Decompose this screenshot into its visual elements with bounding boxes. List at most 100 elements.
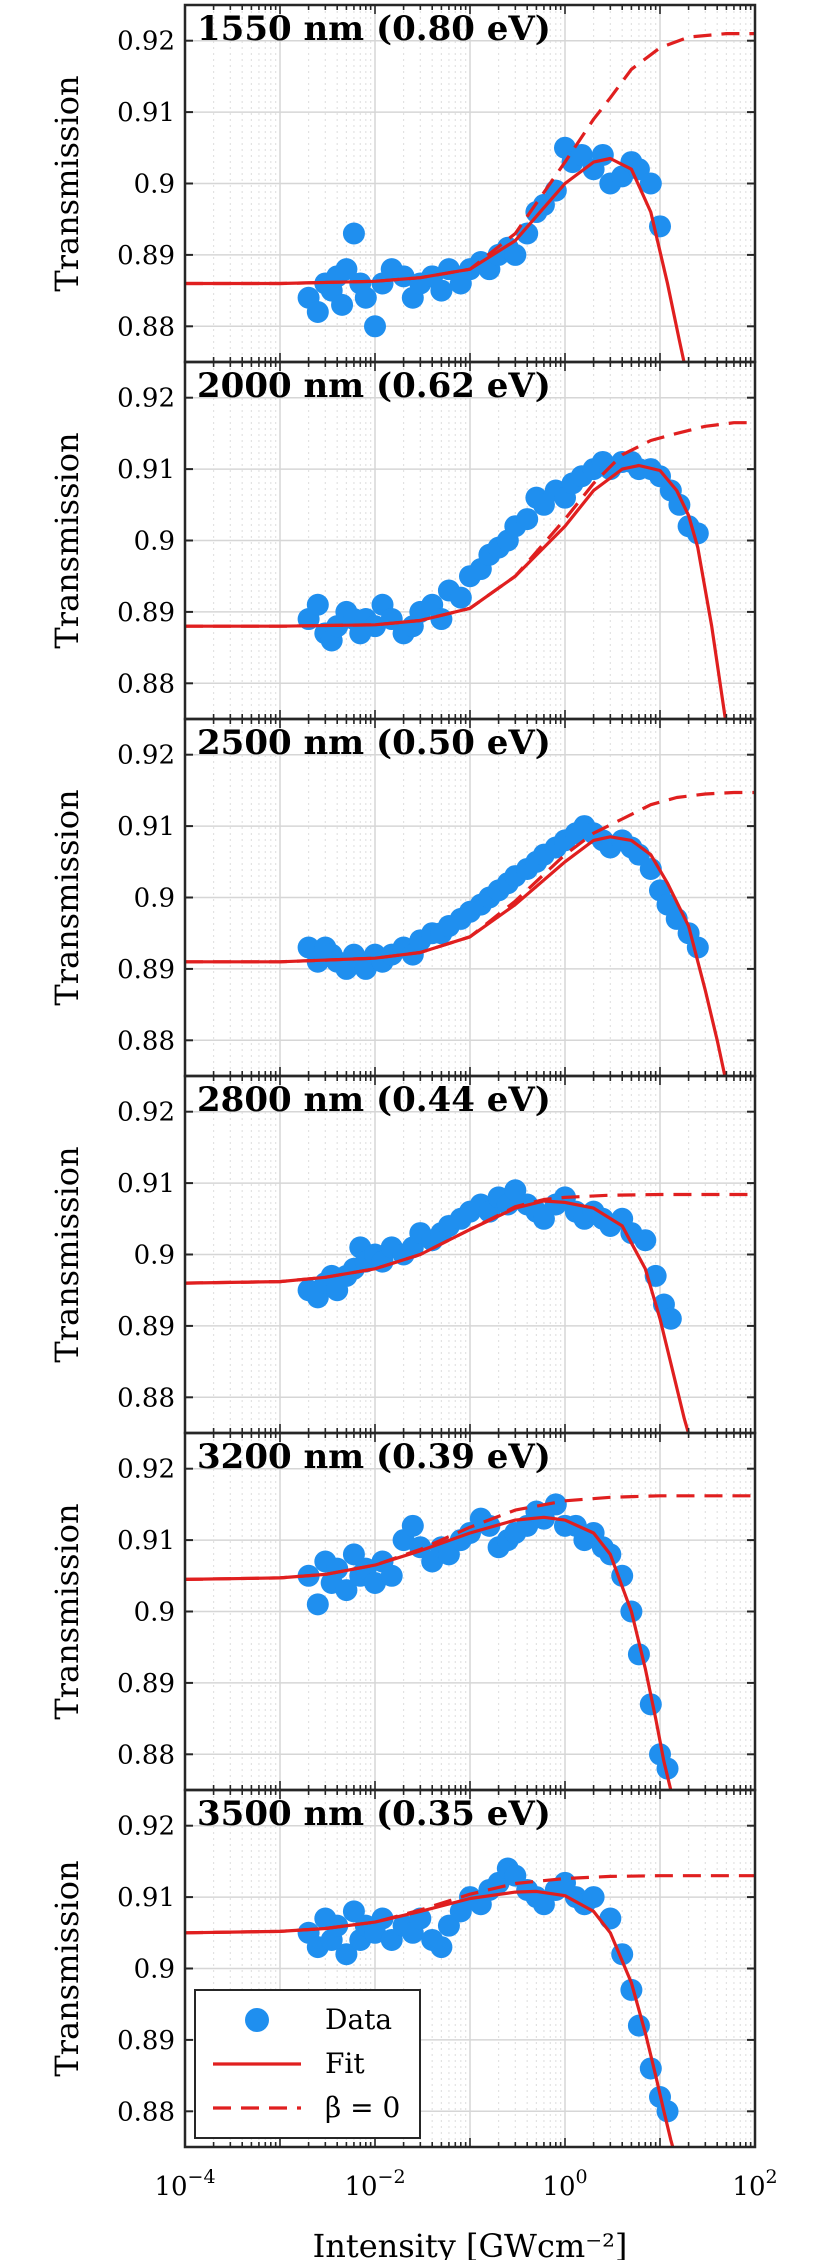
y-tick-label: 0.89 xyxy=(117,955,175,985)
y-tick-label: 0.88 xyxy=(117,1740,175,1770)
y-tick-label: 0.9 xyxy=(134,527,175,557)
y-axis-label: Transmission xyxy=(48,75,86,291)
beta-zero-line xyxy=(185,1192,755,1285)
panel-title: 2800 nm (0.44 eV) xyxy=(197,1080,551,1120)
x-tick-exponent: 0 xyxy=(576,2166,588,2188)
plot-area xyxy=(185,421,755,719)
legend-label: β = 0 xyxy=(325,2091,400,2124)
plot-area xyxy=(185,1493,755,1790)
plot-area xyxy=(185,1179,755,1433)
plot-area xyxy=(185,790,755,1076)
data-point xyxy=(516,222,539,245)
data-point xyxy=(430,1936,453,1959)
y-tick-label: 0.9 xyxy=(134,1598,175,1628)
y-tick-label: 0.92 xyxy=(117,741,175,771)
fit-line xyxy=(185,1199,691,1433)
y-tick-label: 0.88 xyxy=(117,1026,175,1056)
x-tick-base: 10 xyxy=(154,2172,187,2202)
x-axis-label: Intensity [GWcm⁻²] xyxy=(313,2227,628,2260)
plot-area xyxy=(185,1857,755,2147)
x-tick-exponent: −4 xyxy=(188,2166,216,2188)
data-point xyxy=(364,1571,386,1594)
plot-area xyxy=(185,31,755,362)
y-tick-label: 0.92 xyxy=(117,1455,175,1485)
data-point xyxy=(306,593,329,616)
panel-2: 0.88 0.89 0.9 0.91 0.92 Transmission 2000 nm (… xyxy=(48,360,757,721)
data-point xyxy=(354,286,377,309)
x-tick-exponent: 2 xyxy=(766,2166,778,2188)
data-point xyxy=(639,172,662,195)
beta-zero-line xyxy=(185,31,755,286)
grid-lines xyxy=(184,1433,756,1790)
grid-lines xyxy=(184,5,756,362)
legend-label: Fit xyxy=(325,2047,365,2080)
y-tick-label: 0.91 xyxy=(117,1526,175,1556)
data-point xyxy=(380,1564,403,1587)
ticks xyxy=(184,719,756,1076)
y-tick-label: 0.88 xyxy=(117,1383,175,1413)
panel-title: 2500 nm (0.50 eV) xyxy=(197,723,551,763)
data-point xyxy=(449,586,472,609)
x-tick-base: 10 xyxy=(542,2172,575,2202)
y-tick-label: 0.91 xyxy=(117,98,175,128)
data-point xyxy=(599,1907,622,1930)
data-point xyxy=(335,1579,358,1602)
data-point xyxy=(582,1886,605,1909)
y-tick-label: 0.92 xyxy=(117,1812,175,1842)
data-point xyxy=(392,265,415,288)
data-point xyxy=(335,1943,358,1966)
data-point xyxy=(634,1229,657,1252)
y-tick-label: 0.91 xyxy=(117,812,175,842)
data-point xyxy=(331,293,354,316)
beta-zero-line xyxy=(185,790,755,964)
grid-lines xyxy=(184,1076,756,1433)
y-tick-label: 0.89 xyxy=(117,2026,175,2056)
y-tick-label: 0.91 xyxy=(117,455,175,485)
panel-4: 0.88 0.89 0.9 0.91 0.92 Transmission 2800 nm (… xyxy=(48,1074,757,1435)
data-point xyxy=(544,1493,567,1516)
legend: Data Fit β = 0 xyxy=(194,1989,421,2139)
y-tick-label: 0.9 xyxy=(134,1241,175,1271)
data-point xyxy=(306,301,329,324)
x-tick-label: 10−2 xyxy=(344,2166,405,2202)
x-tick-exponent: −2 xyxy=(378,2166,406,2188)
y-tick-label: 0.89 xyxy=(117,1312,175,1342)
y-tick-label: 0.88 xyxy=(117,2097,175,2127)
x-tick-base: 10 xyxy=(732,2172,765,2202)
panel-3: 0.88 0.89 0.9 0.91 0.92 Transmission 2500 nm (… xyxy=(48,717,757,1078)
panel-title: 3200 nm (0.39 eV) xyxy=(197,1437,551,1477)
y-axis-label: Transmission xyxy=(48,789,86,1005)
data-point xyxy=(335,258,358,281)
x-tick-label: 102 xyxy=(732,2166,777,2202)
y-tick-label: 0.89 xyxy=(117,598,175,628)
y-axis-label: Transmission xyxy=(48,1860,86,2076)
grid-lines xyxy=(184,362,756,719)
data-point xyxy=(364,315,386,338)
x-tick-label: 10−4 xyxy=(154,2166,215,2202)
data-point xyxy=(516,508,539,531)
y-tick-label: 0.92 xyxy=(117,27,175,57)
data-point xyxy=(620,1978,643,2001)
data-point xyxy=(659,1307,682,1330)
legend-label: Data xyxy=(325,2003,392,2036)
panel-title: 2000 nm (0.62 eV) xyxy=(197,366,551,406)
y-tick-label: 0.89 xyxy=(117,1669,175,1699)
y-tick-label: 0.9 xyxy=(134,170,175,200)
panel-title: 3500 nm (0.35 eV) xyxy=(197,1794,551,1834)
data-point xyxy=(430,279,453,302)
data-markers xyxy=(297,136,671,338)
beta-zero-line xyxy=(185,1874,755,1935)
data-markers xyxy=(297,1493,679,1780)
data-point xyxy=(326,1557,349,1580)
x-tick-base: 10 xyxy=(344,2172,377,2202)
y-tick-label: 0.88 xyxy=(117,312,175,342)
y-tick-label: 0.89 xyxy=(117,241,175,271)
y-axis-label: Transmission xyxy=(48,1503,86,1719)
data-markers xyxy=(297,450,709,652)
x-tick-label: 100 xyxy=(542,2166,587,2202)
legend-marker-data xyxy=(245,2008,269,2032)
y-tick-label: 0.91 xyxy=(117,1169,175,1199)
data-point xyxy=(306,1593,329,1616)
data-point xyxy=(656,2100,679,2123)
